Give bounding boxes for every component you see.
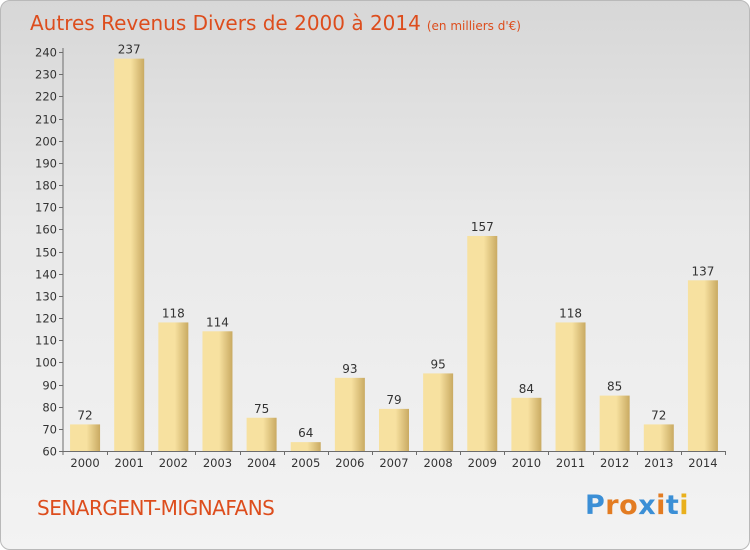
bar-2003 (202, 331, 233, 451)
bar-2009 (467, 235, 498, 451)
place-name: SENARGENT-MIGNAFANS (37, 496, 275, 520)
chart-title: Autres Revenus Divers de 2000 à 2014 (en … (30, 11, 521, 35)
chart-bars (70, 58, 718, 452)
y-tick-label: 230 (35, 68, 57, 82)
bar-2007 (379, 408, 409, 451)
data-label-2001: 237 (118, 43, 141, 57)
bar-2013 (643, 424, 674, 451)
x-tick-label: 2000 (70, 456, 99, 470)
y-tick-label: 140 (35, 268, 57, 282)
logo-letter: o (619, 490, 639, 521)
x-tick-label: 2008 (423, 456, 452, 470)
chart-subtitle: (en milliers d'€) (426, 19, 521, 33)
data-label-2006: 93 (342, 362, 357, 376)
data-label-2010: 84 (519, 382, 534, 396)
logo-letter: r (605, 490, 620, 521)
logo-letter: x (638, 490, 657, 521)
x-tick-label: 2011 (556, 456, 585, 470)
x-tick-label: 2012 (600, 456, 629, 470)
x-tick-label: 2005 (291, 456, 320, 470)
y-tick-label: 110 (35, 334, 57, 348)
y-tick-label: 70 (42, 423, 57, 437)
data-label-2003: 114 (206, 315, 229, 329)
x-tick-label: 2001 (115, 456, 144, 470)
x-tick-label: 2004 (247, 456, 276, 470)
y-tick-label: 130 (35, 290, 57, 304)
y-tick-label: 200 (35, 135, 57, 149)
chart-labels: 2000 72 2001 237 2002 118 2003 114 2004 75 2005 64 2… (70, 43, 717, 470)
data-label-2013: 72 (651, 408, 666, 422)
proxiti-logo: Proxiti (585, 490, 689, 521)
y-tick-label: 180 (35, 179, 57, 193)
chart-axes: 60 70 80 90 100 110 120 130 140 150 160 170 180 190 20… (35, 46, 726, 459)
logo-letter: P (585, 490, 606, 521)
y-tick-label: 190 (35, 157, 57, 171)
x-tick-label: 2009 (468, 456, 497, 470)
x-tick-label: 2002 (159, 456, 188, 470)
y-tick-label: 170 (35, 201, 57, 215)
bar-2005 (290, 442, 321, 451)
x-tick-label: 2006 (335, 456, 364, 470)
x-tick-label: 2007 (379, 456, 408, 470)
data-label-2005: 64 (298, 426, 313, 440)
x-tick-label: 2010 (512, 456, 541, 470)
y-tick-label: 120 (35, 312, 57, 326)
logo-letter: i (656, 490, 666, 521)
y-tick-label: 90 (42, 379, 57, 393)
data-label-2011: 118 (559, 306, 582, 320)
y-tick-label: 100 (35, 356, 57, 370)
bar-2010 (511, 397, 542, 451)
y-tick-label: 80 (42, 401, 57, 415)
x-tick-label: 2003 (203, 456, 232, 470)
y-tick-label: 210 (35, 113, 57, 127)
logo-letter: t (665, 490, 680, 521)
bar-2004 (246, 417, 277, 451)
y-tick-label: 220 (35, 90, 57, 104)
data-label-2012: 85 (607, 380, 622, 394)
data-label-2008: 95 (430, 357, 445, 371)
bar-2000 (70, 424, 101, 451)
y-tick-label: 160 (35, 223, 57, 237)
x-tick-label: 2013 (644, 456, 673, 470)
bar-2012 (599, 395, 630, 451)
bar-2001 (114, 58, 145, 452)
data-label-2014: 137 (691, 264, 714, 278)
data-label-2009: 157 (471, 220, 494, 234)
bar-2011 (555, 322, 586, 451)
bar-2006 (334, 377, 365, 451)
bar-2014 (687, 280, 718, 451)
bar-2008 (423, 373, 454, 451)
y-tick-label: 150 (35, 246, 57, 260)
data-label-2000: 72 (77, 408, 92, 422)
chart-title-text: Autres Revenus Divers de 2000 à 2014 (30, 11, 421, 35)
y-tick-label: 60 (42, 445, 57, 459)
y-tick-label: 240 (35, 46, 57, 60)
x-tick-label: 2014 (688, 456, 717, 470)
data-label-2004: 75 (254, 402, 269, 416)
logo-letter: i (679, 490, 690, 521)
data-label-2002: 118 (162, 306, 185, 320)
data-label-2007: 79 (386, 393, 401, 407)
bar-2002 (158, 322, 189, 451)
